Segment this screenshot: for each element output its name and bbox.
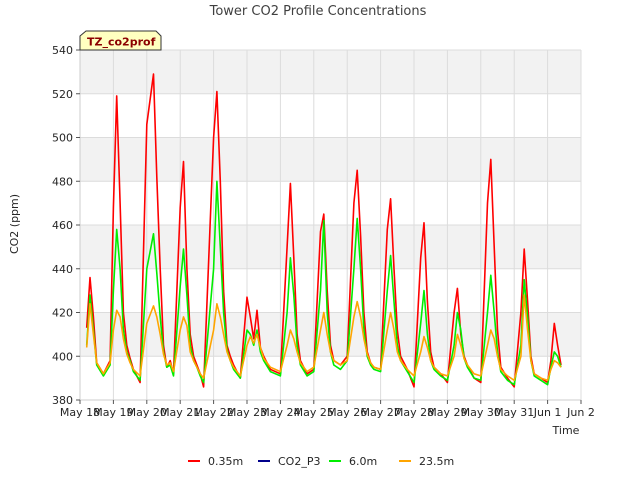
tag-label: TZ_co2prof bbox=[87, 36, 156, 49]
x-tick-label-15: Jun 2 bbox=[566, 406, 595, 419]
y-tick-label-6: 500 bbox=[52, 132, 73, 145]
y-tick-label-4: 460 bbox=[52, 219, 73, 232]
y-tick-label-2: 420 bbox=[52, 307, 73, 320]
y-tick-label-8: 540 bbox=[52, 44, 73, 57]
x-axis-label: Time bbox=[552, 424, 580, 437]
x-tick-label-0: May 18 bbox=[60, 406, 100, 419]
x-tick-label-9: May 27 bbox=[360, 406, 400, 419]
x-tick-label-7: May 25 bbox=[294, 406, 334, 419]
y-tick-label-3: 440 bbox=[52, 263, 73, 276]
y-tick-label-7: 520 bbox=[52, 88, 73, 101]
x-tick-label-4: May 22 bbox=[193, 406, 233, 419]
x-tick-label-6: May 24 bbox=[260, 406, 300, 419]
tag-badge: TZ_co2prof bbox=[79, 30, 162, 51]
x-tick-label-1: May 19 bbox=[93, 406, 133, 419]
legend-label-23.5m: 23.5m bbox=[419, 455, 454, 468]
legend: 0.35m CO2_P3 6.0m 23.5m bbox=[188, 455, 454, 468]
band-3 bbox=[80, 225, 581, 269]
x-tick-label-2: May 20 bbox=[127, 406, 167, 419]
band-7 bbox=[80, 50, 581, 94]
series-line-6.0m bbox=[85, 180, 562, 386]
band-5 bbox=[80, 137, 581, 182]
x-tick-label-5: May 23 bbox=[227, 406, 267, 419]
x-tick-label-13: May 31 bbox=[494, 406, 534, 419]
y-axis-label: CO2 (ppm) bbox=[8, 194, 21, 254]
y-tick-label-1: 400 bbox=[52, 350, 73, 363]
series-line-23.5m bbox=[85, 294, 562, 382]
x-tick-label-14: Jun 1 bbox=[533, 406, 562, 419]
x-tick-label-12: May 30 bbox=[461, 406, 501, 419]
legend-label-0.35m: 0.35m bbox=[208, 455, 243, 468]
series-lines bbox=[85, 73, 562, 388]
series-line-0.35m bbox=[85, 73, 562, 388]
y-tick-labels: 380 400 420 440 460 480 500 520 540 bbox=[52, 44, 80, 407]
legend-label-CO2_P3: CO2_P3 bbox=[278, 455, 320, 468]
x-tick-label-11: May 29 bbox=[427, 406, 467, 419]
x-tick-label-3: May 21 bbox=[160, 406, 200, 419]
y-tick-label-5: 480 bbox=[52, 175, 73, 188]
legend-label-6.0m: 6.0m bbox=[349, 455, 377, 468]
y-tick-label-0: 380 bbox=[52, 394, 73, 407]
x-tick-label-8: May 26 bbox=[327, 406, 367, 419]
chart-title: Tower CO2 Profile Concentrations bbox=[209, 4, 427, 19]
x-tick-label-10: May 28 bbox=[394, 406, 434, 419]
